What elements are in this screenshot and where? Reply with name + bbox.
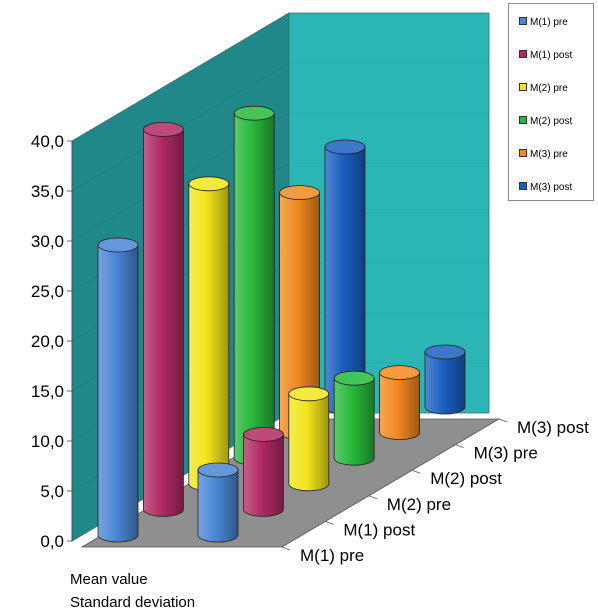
depth-tick-mark	[412, 469, 421, 474]
category-axis: Mean value Standard deviation	[70, 571, 195, 611]
legend-swatch	[519, 17, 527, 26]
depth-tick-mark	[281, 546, 291, 551]
depth-axis: M(1) pre M(1) post M(2) pre M(2) post M(3) p…	[281, 418, 589, 565]
depth-label: M(1) pre	[300, 546, 364, 565]
legend-item: M(3) post	[519, 181, 572, 195]
category-label: Standard deviation	[70, 594, 195, 611]
y-tick-label: 10,0	[31, 432, 64, 451]
legend-item: M(3) pre	[519, 148, 568, 162]
legend-item: M(2) post	[519, 115, 572, 129]
bar-top	[379, 365, 421, 381]
y-axis: 0,0 5,0 10,0 15,0 20,0 25,0 30,0 35,0 40,0	[31, 132, 73, 551]
legend-item: M(1) pre	[519, 16, 568, 30]
y-tick-label: 20,0	[31, 332, 64, 351]
bar-top	[197, 462, 239, 478]
legend-item: M(2) pre	[519, 82, 568, 96]
bar-top	[424, 344, 466, 360]
legend-label: M(2) post	[530, 116, 573, 127]
legend-item: M(1) post	[519, 49, 572, 63]
bar-top	[333, 370, 375, 386]
bar-sd-m-3-post	[424, 344, 466, 415]
bar-top	[233, 105, 275, 121]
bar-sd-m-1-pre	[197, 462, 239, 543]
y-tick-label: 0,0	[40, 532, 64, 551]
bar-mean-m-1-pre	[97, 237, 139, 543]
depth-label: M(2) post	[430, 469, 502, 488]
y-tick-label: 35,0	[31, 182, 64, 201]
bar-body	[424, 351, 466, 415]
y-tick-label: 15,0	[31, 382, 64, 401]
depth-label: M(1) post	[343, 520, 415, 539]
bar-top	[142, 121, 184, 137]
legend-swatch	[519, 116, 527, 125]
legend-swatch	[519, 149, 527, 158]
bar-body	[379, 372, 420, 440]
legend-swatch	[519, 50, 527, 59]
category-label: Mean value	[70, 571, 148, 588]
depth-tick-mark	[455, 444, 464, 448]
bar-body	[197, 469, 239, 543]
bar-top	[279, 185, 321, 201]
bar-body	[143, 129, 184, 517]
bar-top	[242, 426, 284, 442]
legend-swatch	[519, 83, 527, 92]
bar-mean-m-2-post	[233, 105, 275, 466]
depth-tick-mark	[368, 495, 377, 500]
bar-top	[97, 237, 139, 253]
legend-label: M(3) post	[530, 182, 573, 193]
bar-sd-m-2-post	[333, 370, 375, 466]
bar-body	[333, 377, 375, 466]
y-tick-label: 40,0	[31, 132, 64, 151]
bar-top	[188, 176, 230, 192]
bars	[97, 105, 466, 543]
depth-label: M(3) pre	[474, 444, 538, 463]
legend-label: M(1) pre	[530, 17, 568, 28]
y-tick-label: 25,0	[31, 282, 64, 301]
depth-tick-mark	[498, 418, 508, 423]
y-tick-label: 5,0	[40, 482, 64, 501]
legend-label: M(1) post	[530, 50, 573, 61]
bar-sd-m-1-post	[242, 426, 284, 517]
depth-tick-mark	[325, 521, 334, 525]
bar-top	[288, 386, 330, 402]
bar-body	[288, 393, 330, 492]
bar-body	[97, 244, 139, 543]
bar-body	[188, 183, 230, 492]
bar-sd-m-3-pre	[379, 365, 421, 440]
depth-label: M(3) post	[517, 418, 589, 437]
bar-mean-m-2-pre	[188, 176, 230, 492]
legend-swatch	[519, 182, 527, 191]
bar-sd-m-2-pre	[288, 386, 330, 492]
y-tick-label: 30,0	[31, 232, 64, 251]
legend-label: M(3) pre	[530, 149, 568, 160]
depth-label: M(2) pre	[387, 495, 451, 514]
bar-mean-m-1-post	[142, 121, 184, 517]
legend: M(1) pre M(1) post M(2) pre M(2) post M(3) p…	[508, 3, 594, 201]
bar-top	[324, 139, 366, 155]
legend-label: M(2) pre	[530, 83, 568, 94]
bar-mean-m-3-pre	[279, 185, 321, 440]
bar-body	[233, 112, 275, 466]
bar-body	[243, 434, 284, 517]
